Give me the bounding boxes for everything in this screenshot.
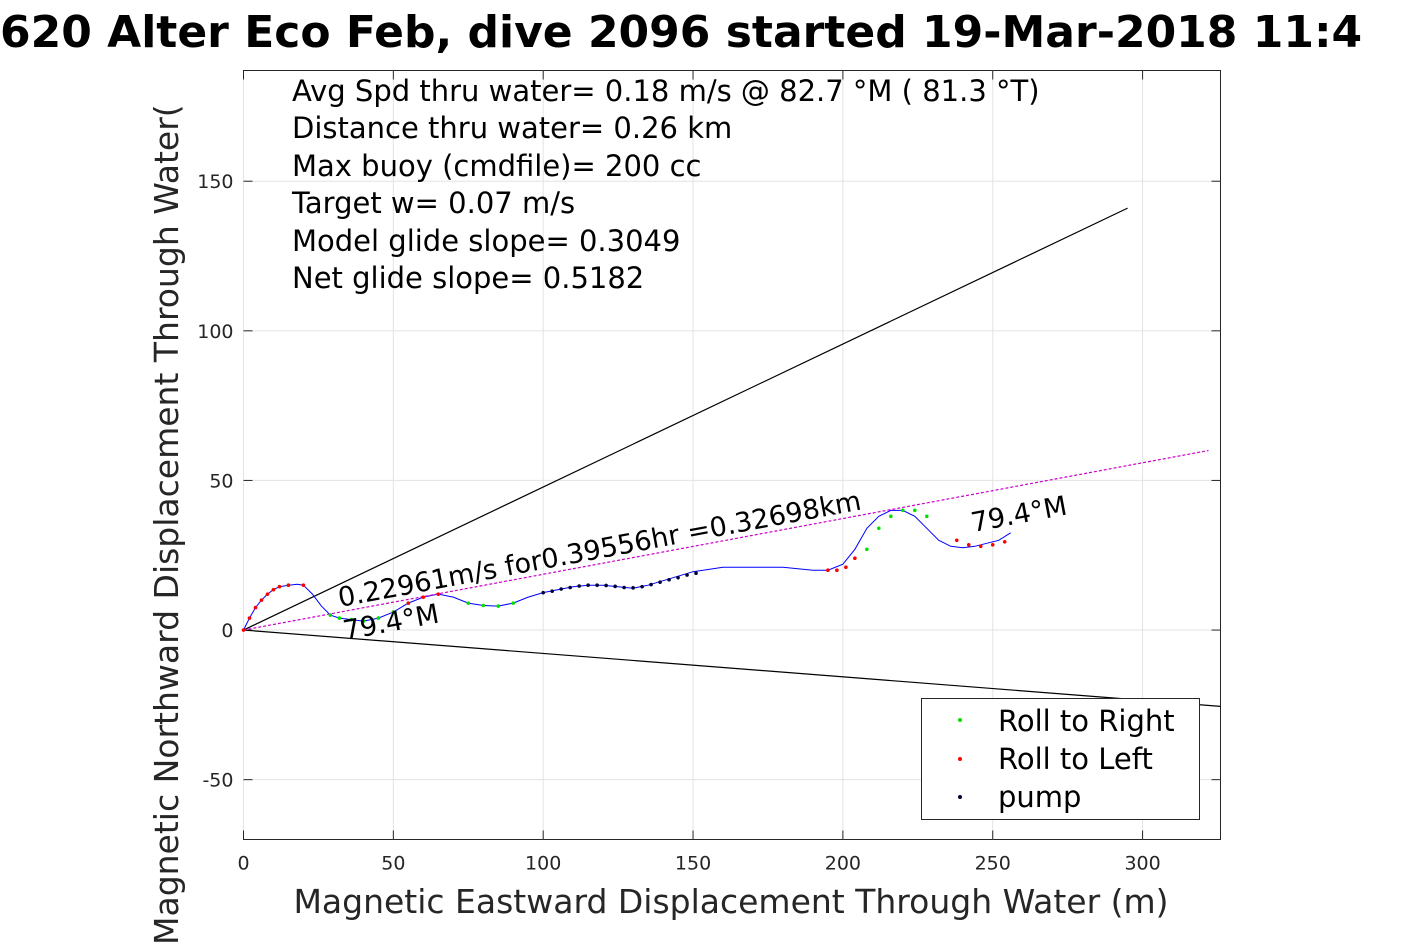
roll-left-marker (844, 565, 848, 570)
roll-left-marker (259, 598, 264, 602)
x-tick-label: 250 (975, 853, 1011, 875)
roll-right-marker (391, 610, 396, 614)
pump-marker (676, 575, 680, 580)
pump-marker (658, 580, 662, 584)
pump-marker (667, 577, 671, 582)
pump-marker (622, 585, 626, 590)
upper-bound-line (243, 207, 1128, 631)
roll-right-marker (865, 547, 869, 552)
pump-marker (613, 584, 617, 589)
legend-pump-label: pump (998, 780, 1081, 814)
legend-roll-left-label: Roll to Left (998, 742, 1153, 776)
x-axis-label: Magnetic Eastward Displacement Through W… (293, 882, 1168, 921)
roll-left-marker (277, 584, 282, 589)
stat-target-w: Target w= 0.07 m/s (291, 186, 575, 220)
roll-left-marker (286, 583, 291, 587)
pump-marker (550, 589, 554, 593)
roll-right-marker (901, 508, 905, 513)
stat-distance: Distance thru water= 0.26 km (292, 111, 732, 145)
roll-left-marker (265, 592, 270, 596)
stat-max-buoy: Max buoy (cmdfile)= 200 cc (292, 149, 701, 183)
chart-title: 620 Alter Eco Feb, dive 2096 started 19-… (0, 7, 1362, 58)
roll-left-marker (978, 544, 983, 549)
roll-left-marker (853, 556, 857, 561)
pump-marker (559, 587, 563, 591)
roll-left-marker (271, 587, 276, 592)
roll-right-marker (913, 508, 917, 513)
x-tick-label: 300 (1124, 853, 1160, 875)
pump-marker (631, 586, 635, 590)
roll-left-marker (990, 542, 995, 547)
pump-marker (577, 584, 581, 588)
roll-right-marker (925, 514, 929, 519)
y-axis-label: Magnetic Northward Displacement Through … (147, 104, 186, 945)
roll-left-marker (241, 628, 246, 632)
pump-marker (595, 583, 599, 587)
axis-ticks: 0 50 100 150 200 250 300 -50 0 50 100 150 (197, 70, 1221, 875)
roll-left-marker (406, 601, 411, 605)
roll-right-marker (349, 617, 354, 622)
legend-roll-left-marker (958, 757, 962, 761)
roll-left-marker (835, 568, 839, 573)
track-line (243, 509, 1011, 631)
roll-right-marker (376, 616, 381, 620)
markers (241, 508, 1007, 632)
roll-right-marker (361, 619, 366, 623)
roll-right-marker (889, 514, 893, 519)
roll-left-marker (247, 616, 252, 620)
legend-box (921, 698, 1200, 820)
roll-right-marker (481, 603, 486, 608)
roll-left-marker (436, 592, 441, 596)
x-tick-label: 200 (825, 853, 861, 875)
roll-left-marker (421, 595, 426, 599)
lower-bound-line (243, 629, 1221, 707)
legend-roll-right-label: Roll to Right (998, 704, 1175, 738)
legend-roll-right-marker (958, 718, 962, 722)
pump-marker (541, 590, 545, 595)
roll-right-marker (496, 604, 501, 608)
roll-right-marker (466, 601, 471, 605)
x-tick-label: 50 (381, 853, 405, 875)
net-displacement-line (243, 449, 1209, 631)
roll-right-marker (337, 616, 342, 620)
pump-marker (568, 585, 572, 590)
pump-marker (604, 583, 608, 588)
grid (243, 70, 1221, 840)
x-tick-label: 150 (675, 853, 711, 875)
roll-left-marker (954, 538, 959, 543)
y-tick-label: 50 (209, 470, 233, 492)
roll-left-marker (1002, 539, 1007, 544)
roll-left-marker (826, 568, 830, 573)
pump-marker (694, 571, 698, 575)
x-tick-label: 100 (525, 853, 561, 875)
x-tick-label: 0 (237, 853, 249, 875)
stat-net-glide: Net glide slope= 0.5182 (292, 261, 644, 295)
stat-avg-speed: Avg Spd thru water= 0.18 m/s @ 82.7 °M (… (292, 74, 1040, 108)
plot-data (241, 207, 1221, 707)
roll-right-marker (511, 601, 516, 605)
y-tick-label: -50 (202, 770, 233, 792)
roll-left-marker (301, 583, 306, 587)
roll-right-marker (877, 526, 881, 531)
pump-marker (685, 573, 689, 577)
legend: Roll to Right Roll to Left pump (921, 698, 1200, 820)
pump-marker (586, 583, 590, 587)
y-tick-label: 150 (197, 171, 233, 193)
roll-right-marker (328, 613, 333, 617)
stat-model-glide: Model glide slope= 0.3049 (292, 224, 680, 258)
roll-left-marker (253, 605, 258, 610)
pump-marker (640, 584, 644, 589)
legend-pump-marker (958, 795, 962, 799)
y-tick-label: 100 (197, 321, 233, 343)
stats-block: Avg Spd thru water= 0.18 m/s @ 82.7 °M (… (291, 74, 1040, 295)
pump-marker (649, 582, 653, 587)
y-tick-label: 0 (221, 620, 233, 642)
roll-left-marker (966, 542, 971, 547)
